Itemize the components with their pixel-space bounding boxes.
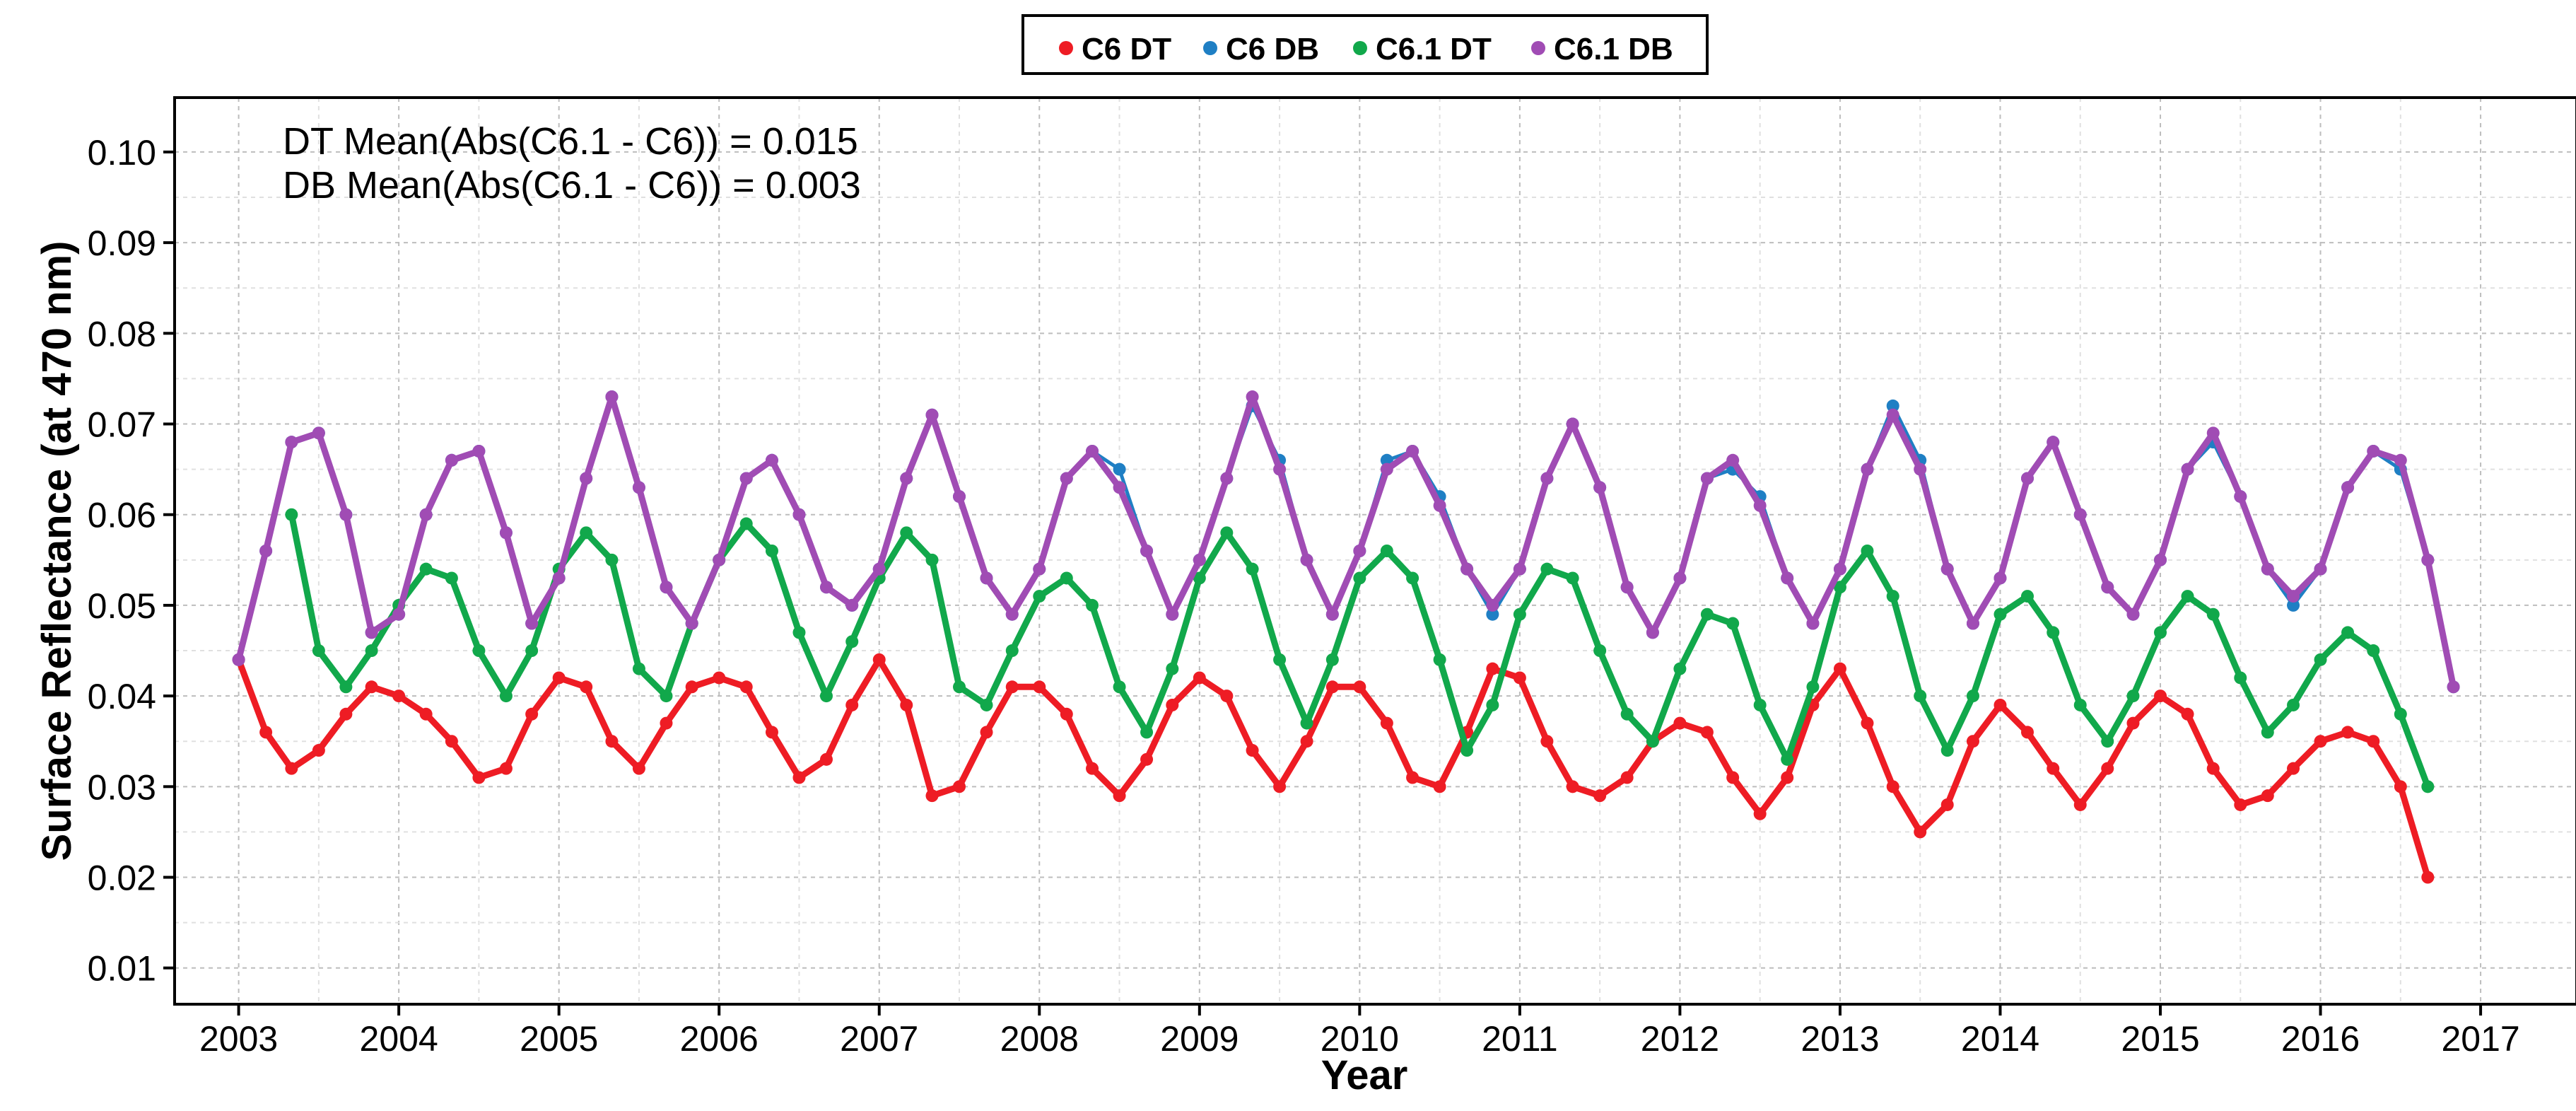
x-tick-label: 2009: [1160, 1019, 1239, 1059]
y-tick-label: 0.02: [88, 859, 156, 898]
y-tick-label: 0.09: [88, 223, 156, 263]
x-tick-label: 2015: [2121, 1019, 2199, 1059]
axis-ticks: 2003 2004 2005 2006 2007 2008 2009 2010 2011 2012…: [88, 133, 2520, 1059]
x-axis-title: Year: [1321, 1052, 1408, 1098]
legend-label-c61-dt: C6.1 DT: [1376, 32, 1492, 66]
x-tick-label: 2014: [1961, 1019, 2039, 1059]
series-c6-1-db: [232, 390, 2460, 694]
x-tick-label: 2017: [2441, 1019, 2519, 1059]
y-tick-label: 0.10: [88, 133, 156, 173]
plot-panel: [175, 98, 2576, 1004]
x-tick-label: 2005: [520, 1019, 598, 1059]
legend-marker-c6-dt: [1059, 41, 1073, 55]
legend-label-c6-dt: C6 DT: [1082, 32, 1171, 66]
x-tick-label: 2008: [1000, 1019, 1079, 1059]
y-tick-label: 0.07: [88, 405, 156, 445]
x-tick-label: 2003: [199, 1019, 278, 1059]
y-tick-label: 0.04: [88, 677, 156, 716]
y-tick-label: 0.05: [88, 586, 156, 626]
x-tick-label: 2012: [1641, 1019, 1719, 1059]
legend-marker-c6-db: [1203, 41, 1217, 55]
x-tick-label: 2010: [1321, 1019, 1399, 1059]
series-c6-1-dt: [285, 508, 2435, 793]
legend-marker-c61-db: [1531, 41, 1545, 55]
annotation-db-mean: DB Mean(Abs(C6.1 - C6)) = 0.003: [283, 164, 861, 207]
x-tick-label: 2007: [840, 1019, 918, 1059]
x-tick-label: 2004: [360, 1019, 438, 1059]
y-tick-label: 0.03: [88, 767, 156, 807]
legend-marker-c61-dt: [1353, 41, 1367, 55]
plot-border: [173, 96, 2576, 1006]
legend-label-c61-db: C6.1 DB: [1554, 32, 1673, 66]
x-tick-label: 2011: [1482, 1019, 1558, 1059]
x-tick-label: 2013: [1801, 1019, 1879, 1059]
series-line: [235, 393, 2457, 690]
series-line: [288, 511, 2431, 790]
y-axis-title: Surface Reflectance (at 470 nm): [34, 241, 80, 861]
x-tick-label: 2016: [2281, 1019, 2360, 1059]
annotation-dt-mean: DT Mean(Abs(C6.1 - C6)) = 0.015: [283, 120, 858, 163]
legend: C6 DT C6 DB C6.1 DT C6.1 DB: [1021, 14, 1709, 75]
legend-label-c6-db: C6 DB: [1226, 32, 1319, 66]
series-line: [235, 656, 2431, 880]
x-tick-label: 2006: [680, 1019, 759, 1059]
y-tick-label: 0.06: [88, 496, 156, 535]
y-tick-label: 0.01: [88, 949, 156, 989]
series-layer: [232, 390, 2460, 884]
y-tick-label: 0.08: [88, 314, 156, 354]
